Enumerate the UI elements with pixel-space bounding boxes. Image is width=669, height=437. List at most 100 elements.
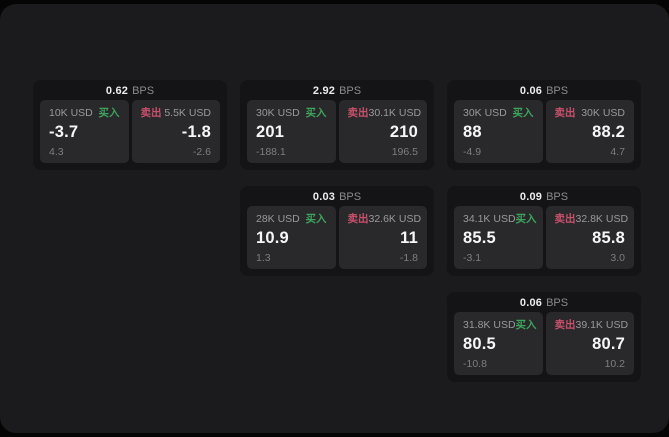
buy-label: 买入 (305, 107, 327, 120)
sell-sub-value: 196.5 (391, 145, 418, 158)
sell-header-row: 卖出 32.6K USD (347, 213, 422, 226)
sell-amount: 32.8K USD (575, 213, 629, 226)
buy-header-row: 34.1K USD 买入 (463, 213, 537, 226)
buy-price: 201 (256, 122, 285, 141)
buy-amount: 34.1K USD (463, 213, 516, 226)
card-header: 0.62 BPS (33, 80, 227, 100)
bps-value: 0.09 (519, 191, 543, 204)
buy-label: 买入 (98, 107, 120, 120)
sell-header-row: 卖出 32.8K USD (554, 213, 629, 226)
buy-panel[interactable]: 30K USD 买入 201 -188.1 (247, 100, 336, 163)
sell-amount: 30K USD (581, 107, 625, 120)
bps-value: 0.06 (519, 297, 543, 310)
sell-panel[interactable]: 卖出 32.6K USD 11 -1.8 (338, 206, 427, 269)
card-header: 0.06 BPS (447, 292, 641, 312)
quote-panels: 30K USD 买入 88 -4.9 卖出 30K USD 88.2 4.7 (454, 100, 634, 163)
buy-sub-value: 4.3 (49, 145, 64, 158)
buy-price: 10.9 (256, 228, 289, 247)
buy-price: -3.7 (49, 122, 79, 141)
sell-panel[interactable]: 卖出 30K USD 88.2 4.7 (545, 100, 634, 163)
buy-sub-value: -188.1 (256, 145, 286, 158)
buy-sub-value: -3.1 (463, 251, 482, 264)
buy-sub-value: -10.8 (463, 357, 487, 370)
sell-label: 卖出 (140, 107, 162, 120)
buy-price: 88 (463, 122, 482, 141)
sell-label: 卖出 (347, 213, 369, 226)
buy-amount: 30K USD (256, 107, 300, 120)
card-header: 0.09 BPS (447, 186, 641, 206)
bps-unit-label: BPS (546, 191, 569, 204)
quote-panels: 28K USD 买入 10.9 1.3 卖出 32.6K USD 11 -1.8 (247, 206, 427, 269)
sell-header-row: 卖出 39.1K USD (554, 319, 629, 332)
sell-panel[interactable]: 卖出 32.8K USD 85.8 3.0 (545, 206, 634, 269)
buy-header-row: 28K USD 买入 (256, 214, 327, 225)
buy-header-row: 10K USD 买入 (49, 108, 120, 119)
card-header: 0.06 BPS (447, 80, 641, 100)
buy-sub-value: -4.9 (463, 145, 482, 158)
buy-panel[interactable]: 28K USD 买入 10.9 1.3 (247, 206, 336, 269)
sell-amount: 30.1K USD (368, 107, 422, 120)
card-header: 2.92 BPS (240, 80, 434, 100)
quote-panels: 34.1K USD 买入 85.5 -3.1 卖出 32.8K USD 85.8… (454, 206, 634, 269)
quote-card: 0.03 BPS 28K USD 买入 10.9 1.3 卖出 32.6K US… (240, 186, 434, 276)
buy-sub-value: 1.3 (256, 251, 271, 264)
buy-label: 买入 (305, 213, 327, 226)
buy-price: 80.5 (463, 334, 496, 353)
sell-sub-value: -1.8 (399, 251, 418, 264)
buy-panel[interactable]: 34.1K USD 买入 85.5 -3.1 (454, 206, 543, 269)
buy-panel[interactable]: 31.8K USD 买入 80.5 -10.8 (454, 312, 543, 375)
buy-label: 买入 (512, 107, 534, 120)
buy-header-row: 30K USD 买入 (463, 108, 534, 119)
bps-value: 0.03 (312, 191, 336, 204)
quote-cards-grid: 0.62 BPS 10K USD 买入 -3.7 4.3 卖出 5.5K USD… (33, 80, 641, 382)
sell-sub-value: -2.6 (192, 145, 211, 158)
buy-header-row: 31.8K USD 买入 (463, 319, 537, 332)
quote-card: 0.62 BPS 10K USD 买入 -3.7 4.3 卖出 5.5K USD… (33, 80, 227, 170)
quote-panels: 30K USD 买入 201 -188.1 卖出 30.1K USD 210 1… (247, 100, 427, 163)
sell-price: -1.8 (181, 122, 211, 141)
bps-unit-label: BPS (339, 85, 362, 98)
sell-price: 88.2 (592, 122, 625, 141)
sell-price: 85.8 (592, 228, 625, 247)
bps-unit-label: BPS (339, 191, 362, 204)
sell-header-row: 卖出 30K USD (555, 108, 626, 119)
bps-unit-label: BPS (546, 297, 569, 310)
quote-panels: 31.8K USD 买入 80.5 -10.8 卖出 39.1K USD 80.… (454, 312, 634, 375)
sell-sub-value: 4.7 (610, 145, 625, 158)
buy-amount: 30K USD (463, 107, 507, 120)
card-header: 0.03 BPS (240, 186, 434, 206)
sell-amount: 39.1K USD (575, 319, 629, 332)
bps-value: 0.62 (105, 85, 129, 98)
quote-card: 2.92 BPS 30K USD 买入 201 -188.1 卖出 30.1K … (240, 80, 434, 170)
buy-label: 买入 (515, 213, 537, 226)
sell-amount: 32.6K USD (368, 213, 422, 226)
buy-amount: 10K USD (49, 107, 93, 120)
sell-panel[interactable]: 卖出 39.1K USD 80.7 10.2 (545, 312, 634, 375)
main-panel: 0.62 BPS 10K USD 买入 -3.7 4.3 卖出 5.5K USD… (0, 4, 669, 433)
buy-amount: 28K USD (256, 213, 300, 226)
sell-label: 卖出 (554, 213, 576, 226)
sell-price: 80.7 (592, 334, 625, 353)
sell-price: 11 (400, 228, 418, 247)
buy-label: 买入 (515, 319, 537, 332)
sell-header-row: 卖出 5.5K USD (141, 108, 212, 119)
buy-amount: 31.8K USD (463, 319, 516, 332)
sell-label: 卖出 (554, 319, 576, 332)
sell-label: 卖出 (347, 107, 369, 120)
sell-panel[interactable]: 卖出 5.5K USD -1.8 -2.6 (131, 100, 220, 163)
bps-value: 0.06 (519, 85, 543, 98)
sell-amount: 5.5K USD (164, 107, 211, 120)
quote-card: 0.06 BPS 30K USD 买入 88 -4.9 卖出 30K USD 8… (447, 80, 641, 170)
quote-panels: 10K USD 买入 -3.7 4.3 卖出 5.5K USD -1.8 -2.… (40, 100, 220, 163)
quote-card: 0.09 BPS 34.1K USD 买入 85.5 -3.1 卖出 32.8K… (447, 186, 641, 276)
buy-price: 85.5 (463, 228, 496, 247)
buy-panel[interactable]: 10K USD 买入 -3.7 4.3 (40, 100, 129, 163)
quote-card: 0.06 BPS 31.8K USD 买入 80.5 -10.8 卖出 39.1… (447, 292, 641, 382)
buy-header-row: 30K USD 买入 (256, 108, 327, 119)
sell-header-row: 卖出 30.1K USD (347, 107, 422, 120)
sell-panel[interactable]: 卖出 30.1K USD 210 196.5 (338, 100, 427, 163)
sell-sub-value: 10.2 (604, 357, 625, 370)
bps-unit-label: BPS (546, 85, 569, 98)
buy-panel[interactable]: 30K USD 买入 88 -4.9 (454, 100, 543, 163)
sell-label: 卖出 (554, 107, 576, 120)
